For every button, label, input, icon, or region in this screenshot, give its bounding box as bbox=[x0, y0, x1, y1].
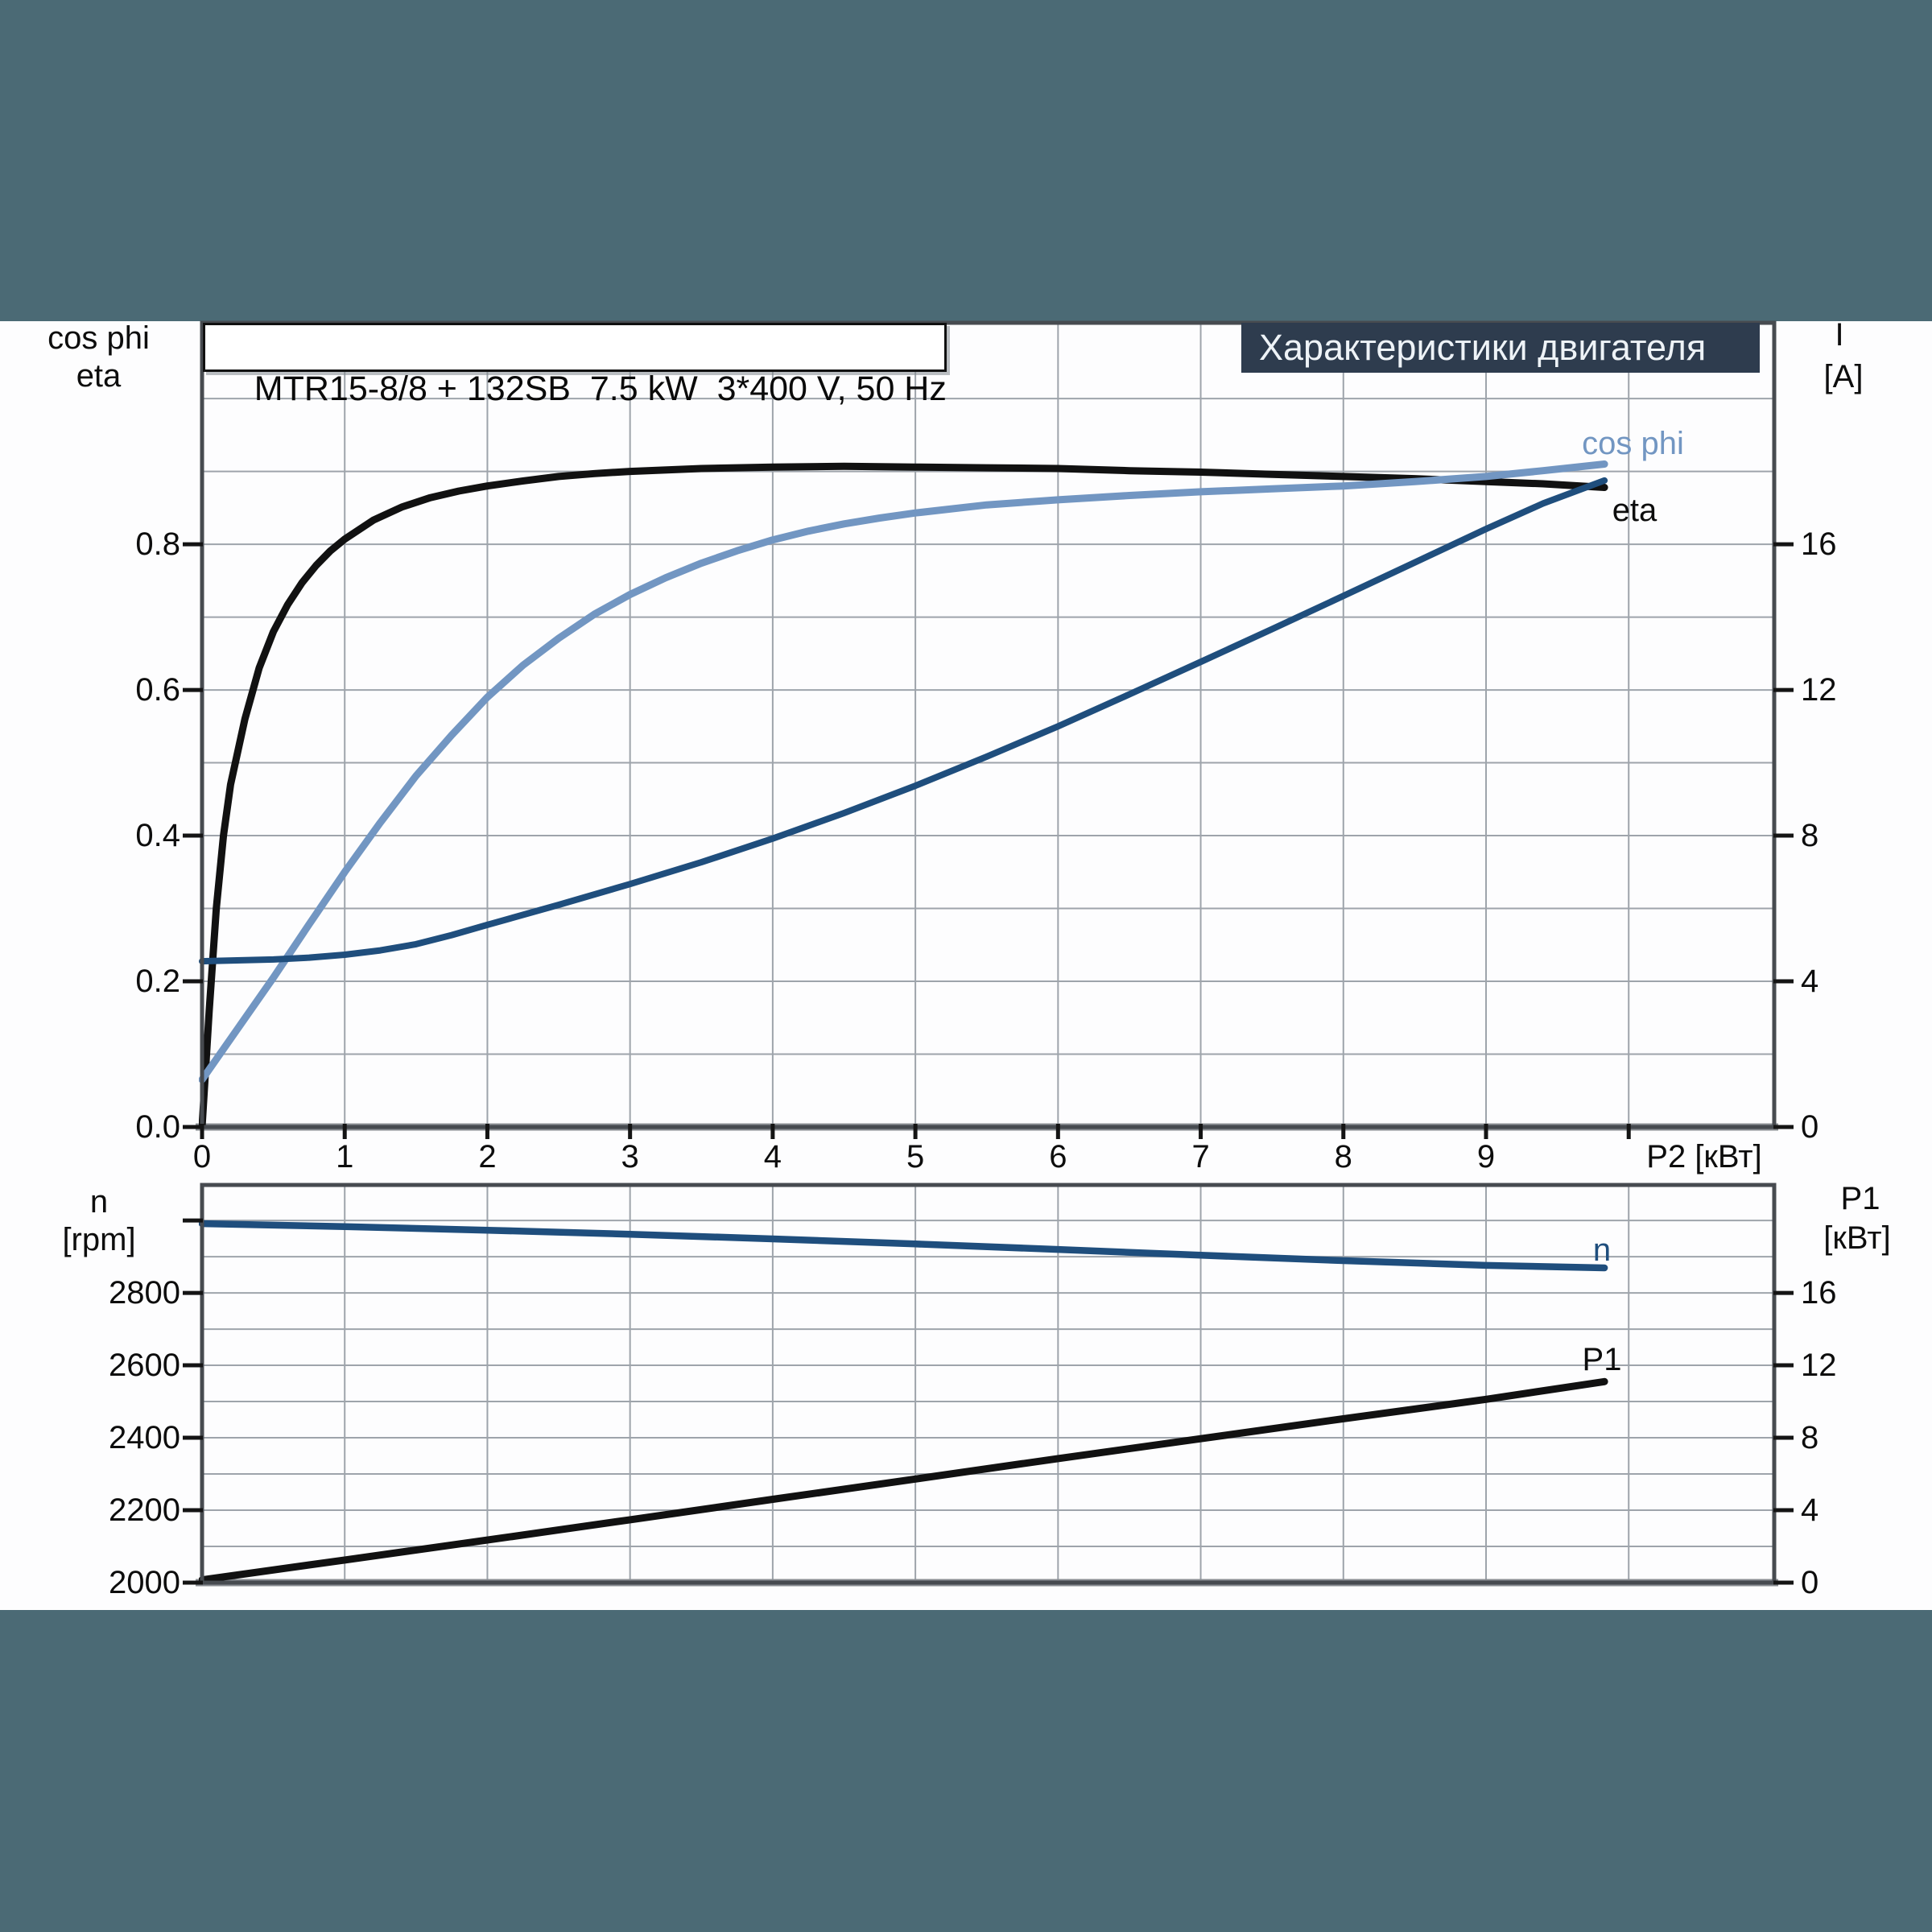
tick-label: 2400 bbox=[109, 1420, 180, 1456]
bottom-left-axis-title-line2: [rpm] bbox=[62, 1222, 136, 1257]
curve-label-cos-phi: cos phi bbox=[1582, 426, 1684, 461]
tick-label: 5 bbox=[906, 1139, 925, 1174]
tick-label: 0.0 bbox=[135, 1109, 180, 1145]
tick-label: 4 bbox=[763, 1139, 782, 1174]
tick-label: 2200 bbox=[109, 1492, 180, 1529]
bottom-left-axis-title-line1: n bbox=[89, 1184, 109, 1220]
tick-label: 4 bbox=[1801, 964, 1819, 1000]
plot-frame-chart1 bbox=[200, 1183, 1777, 1585]
motor-title-text: MTR15-8/8 + 132SB 7.5 kW 3*400 V, 50 Hz bbox=[254, 369, 947, 408]
tick-label: 8 bbox=[1801, 818, 1819, 854]
tick-label: 2000 bbox=[109, 1565, 180, 1600]
tick-label: 8 bbox=[1801, 1420, 1819, 1456]
tick-label: 16 bbox=[1801, 1275, 1837, 1311]
tick-label: 0.8 bbox=[135, 526, 180, 563]
tick-label: 2800 bbox=[109, 1275, 180, 1311]
top-right-axis-title-line2: [A] bbox=[1823, 359, 1864, 394]
tick-label: 0 bbox=[1801, 1109, 1819, 1145]
gridlines-chart1 bbox=[202, 1185, 1774, 1583]
chart-canvas-background bbox=[0, 321, 1932, 1610]
tick-label: 8 bbox=[1334, 1139, 1352, 1174]
curve-label-p1: P1 bbox=[1582, 1342, 1622, 1377]
tick-label: 0.2 bbox=[135, 964, 180, 1000]
top-left-axis-title-line1: cos phi bbox=[47, 320, 150, 356]
top-right-axis-title-line1: I bbox=[1835, 317, 1844, 353]
tick-label: 7 bbox=[1191, 1139, 1210, 1174]
curve-eta bbox=[199, 462, 1608, 1129]
motor-title-box: MTR15-8/8 + 132SB 7.5 kW 3*400 V, 50 Hz bbox=[203, 323, 947, 408]
tick-label: 0 bbox=[192, 1139, 212, 1174]
tick-label: 3 bbox=[621, 1139, 639, 1174]
x-axis-title: P2 [кВт] bbox=[1646, 1139, 1762, 1174]
gridlines-chart0 bbox=[202, 323, 1774, 1127]
plot-frame-chart0 bbox=[200, 320, 1777, 1129]
tick-label: 12 bbox=[1801, 1348, 1837, 1384]
tick-label: 1 bbox=[336, 1139, 354, 1174]
tick-label: 6 bbox=[1049, 1139, 1067, 1174]
bottom-right-axis-title-line1: P1 bbox=[1840, 1181, 1880, 1216]
tick-label: 2600 bbox=[109, 1348, 180, 1384]
curve-I bbox=[199, 477, 1608, 965]
tick-label: 0.4 bbox=[135, 818, 180, 854]
curve-label-n: n bbox=[1592, 1232, 1612, 1268]
curve-P1 bbox=[199, 1377, 1608, 1584]
tick-label: 12 bbox=[1801, 672, 1837, 708]
top-left-axis-title-line2: eta bbox=[76, 358, 122, 394]
curve-n bbox=[199, 1220, 1608, 1272]
bottom-right-axis-title-line2: [кВт] bbox=[1823, 1220, 1891, 1256]
curve-label-eta: eta bbox=[1612, 493, 1657, 528]
section-banner: Характеристики двигателя bbox=[1241, 323, 1760, 373]
tick-label: 4 bbox=[1801, 1492, 1819, 1529]
tick-label: 0 bbox=[1801, 1565, 1819, 1600]
tick-label: 9 bbox=[1476, 1139, 1496, 1174]
tick-label: 2 bbox=[478, 1139, 497, 1174]
tick-label: 16 bbox=[1801, 526, 1837, 563]
curve-cos-phi bbox=[199, 460, 1608, 1084]
tick-label: 0.6 bbox=[135, 672, 180, 708]
